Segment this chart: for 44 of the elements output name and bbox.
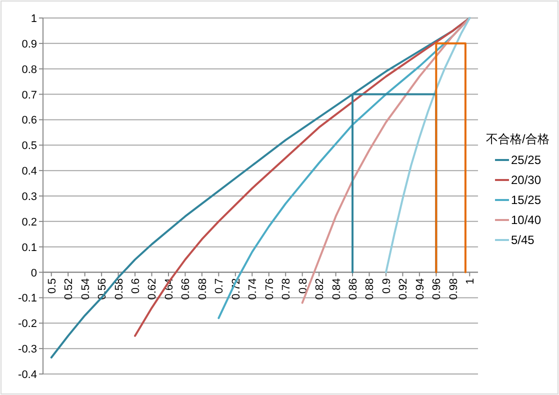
x-tick-label: 0.54: [80, 278, 92, 300]
legend-label: 10/40: [511, 213, 542, 227]
y-tick-label: 0.5: [22, 140, 37, 152]
legend-label: 20/30: [511, 173, 542, 187]
y-tick-label: 0.7: [22, 89, 37, 102]
x-tick-label: 0.68: [196, 278, 209, 300]
legend-label: 5/45: [511, 233, 535, 247]
y-tick-label: 0.8: [22, 64, 37, 76]
x-tick-label: 0.7: [214, 278, 226, 294]
x-tick-label: 0.52: [63, 278, 76, 300]
x-tick-label: 0.88: [364, 278, 376, 300]
y-tick-label: -0.2: [18, 318, 37, 330]
x-tick-label: 1: [464, 278, 477, 284]
x-tick-label: 0.84: [330, 278, 343, 300]
x-tick-label: 0.8: [297, 278, 310, 294]
legend-title: 不合格/合格: [486, 132, 550, 146]
x-tick-label: 0.6: [130, 278, 142, 294]
x-tick-label: 0.62: [146, 278, 159, 300]
x-tick-label: 0.98: [448, 278, 460, 300]
x-tick-label: 0.9: [380, 278, 393, 294]
y-tick-label: 0.9: [22, 38, 37, 50]
legend-label: 15/25: [511, 193, 542, 207]
y-tick-label: 0.1: [22, 242, 37, 254]
x-tick-label: 0.82: [314, 278, 326, 300]
x-tick-label: 0.96: [431, 278, 444, 300]
legend-label: 25/25: [511, 153, 542, 167]
y-tick-label: 0.3: [22, 191, 37, 203]
x-tick-label: 0.66: [180, 278, 192, 300]
y-tick-label: 0.4: [22, 166, 37, 178]
x-tick-label: 0.78: [280, 278, 293, 300]
line-series: [384, 17, 471, 274]
y-tick-label: 0.2: [22, 216, 37, 228]
x-tick-label: 0.74: [247, 278, 260, 300]
x-tick-label: 0.86: [348, 278, 360, 300]
y-tick-label: 1: [30, 13, 37, 25]
x-tick-label: 0.5: [46, 278, 58, 294]
x-tick-label: 0.94: [414, 278, 426, 300]
y-tick-label: 0: [30, 267, 37, 280]
y-tick-label: -0.1: [18, 292, 37, 305]
y-tick-label: 0.6: [22, 114, 37, 127]
x-tick-label: 0.92: [398, 278, 410, 300]
y-tick-label: -0.3: [18, 344, 37, 356]
x-tick-label: 0.76: [264, 278, 276, 300]
y-tick-label: -0.4: [18, 369, 37, 381]
